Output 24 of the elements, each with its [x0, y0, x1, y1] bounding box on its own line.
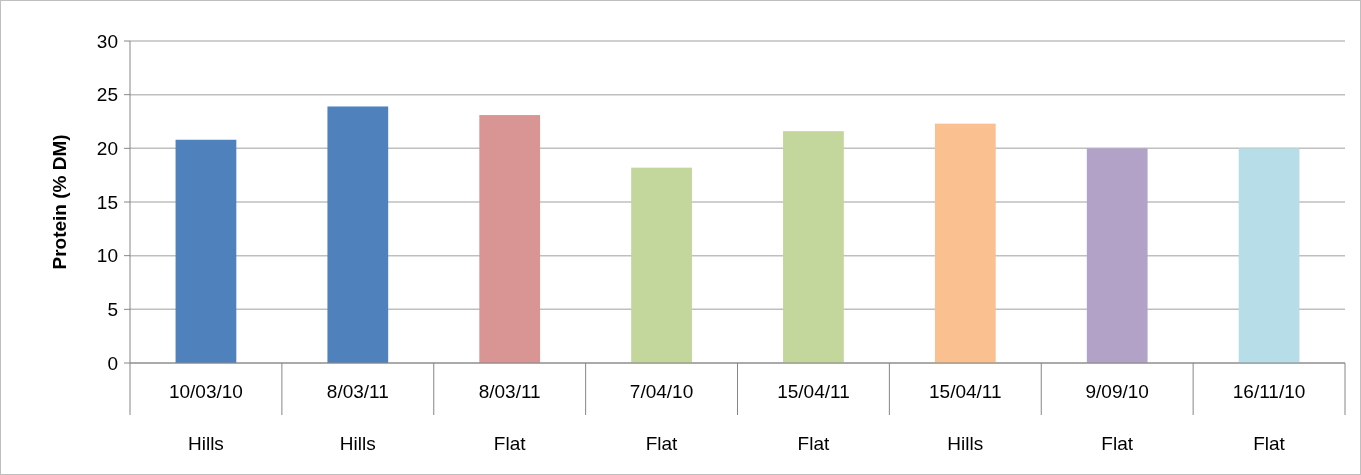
y-tick-label: 25 — [96, 84, 118, 106]
category-label: 8/03/11 Flat — [478, 381, 541, 454]
y-axis-title: Protein (% DM) — [49, 134, 70, 270]
bar — [1238, 148, 1300, 363]
bar — [934, 123, 996, 363]
y-tick-label: 10 — [96, 245, 118, 267]
category-label: 16/11/10 Flat — [1232, 381, 1306, 454]
bar — [327, 106, 389, 363]
y-tick-label: 30 — [96, 30, 118, 52]
bar — [783, 131, 844, 363]
bar — [479, 115, 541, 363]
category-label: 10/03/10 Hills — [168, 381, 243, 454]
y-tick-label: 15 — [96, 191, 118, 213]
category-label: 7/04/10 Flat — [629, 381, 694, 454]
bar — [175, 139, 237, 363]
category-label: 15/04/11 Hills — [929, 381, 1002, 454]
category-label: 8/03/11 Hills — [326, 381, 389, 454]
bar — [1086, 148, 1148, 363]
y-tick-label: 20 — [96, 137, 118, 159]
y-tick-label: 5 — [107, 298, 118, 320]
y-tick-label: 0 — [107, 352, 118, 374]
bar — [631, 167, 692, 363]
category-label: 15/04/11 Flat — [777, 381, 850, 454]
category-label: 9/09/10 Flat — [1085, 381, 1149, 454]
